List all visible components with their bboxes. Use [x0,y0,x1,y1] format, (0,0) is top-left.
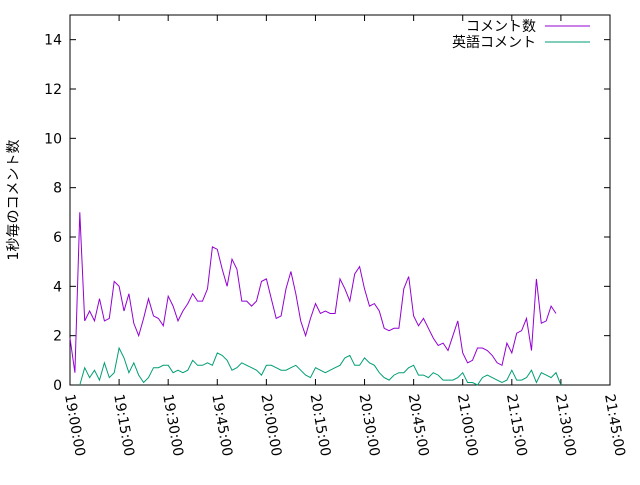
x-tick-label: 20:45:00 [405,393,432,458]
x-tick-label: 19:15:00 [110,393,137,458]
x-axis: 19:00:00 19:15:00 19:30:00 19:45:00 20:00:00… [61,15,628,458]
x-tick-label: 19:00:00 [61,393,88,458]
y-tick-label: 0 [53,378,62,394]
y-tick-label: 4 [53,279,62,295]
legend-label-1: コメント数 [466,19,536,35]
x-tick-label: 21:00:00 [454,393,481,458]
x-tick-label: 19:30:00 [159,393,186,458]
y-tick-label: 2 [53,329,62,345]
y-tick-label: 10 [44,131,62,147]
y-tick-label: 12 [44,82,62,98]
x-tick-label: 21:45:00 [601,393,628,458]
x-tick-label: 21:15:00 [503,393,530,458]
y-tick-label: 8 [53,181,62,197]
x-tick-label: 20:00:00 [257,393,284,458]
series-line-1 [69,212,557,373]
x-tick-label: 19:45:00 [208,393,235,458]
y-tick-label: 6 [53,230,62,246]
x-tick-label: 20:15:00 [307,393,334,458]
plot-frame [69,14,611,386]
series-line-2 [79,346,562,386]
legend-label-2: 英語コメント [452,34,536,51]
series-layer [69,212,562,386]
y-tick-label: 14 [44,33,62,49]
y-axis-label: 1秒毎のコメント数 [6,140,22,261]
y-axis: 0 2 4 6 8 10 12 14 [44,33,610,394]
x-tick-label: 20:30:00 [356,393,383,458]
x-tick-label: 21:30:00 [552,393,579,458]
